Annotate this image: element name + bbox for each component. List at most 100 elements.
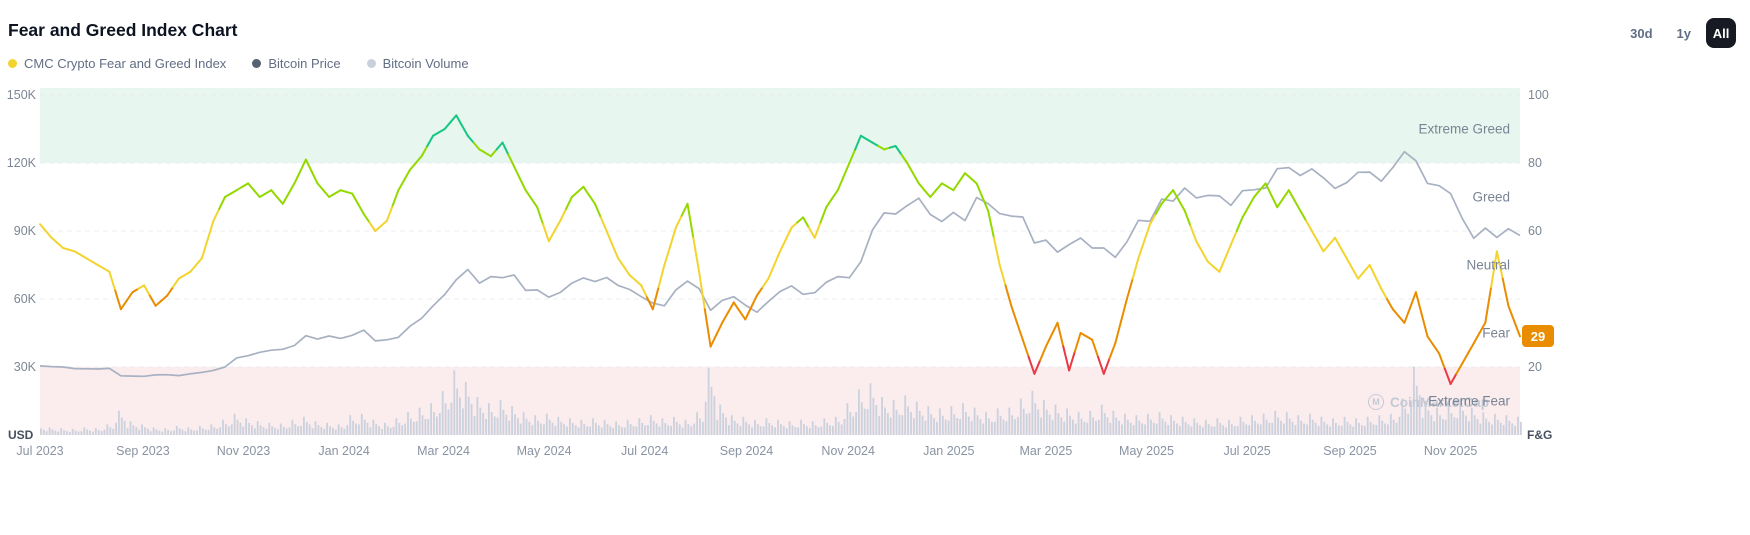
volume-bar — [719, 404, 722, 435]
volume-bar — [167, 430, 169, 435]
fear-greed-segment — [276, 196, 284, 205]
volume-bar — [1239, 416, 1242, 435]
bitcoin-volume-bars — [40, 366, 1522, 435]
volume-bar — [791, 425, 794, 435]
fear-greed-segment — [1345, 257, 1354, 270]
volume-bar — [83, 427, 86, 435]
volume-bar — [1288, 418, 1291, 435]
volume-bar — [554, 425, 557, 435]
fear-greed-segment — [1426, 335, 1435, 346]
volume-bar — [571, 423, 574, 435]
volume-bar — [820, 426, 823, 435]
fear-greed-segment — [1368, 264, 1377, 278]
fear-greed-segment — [403, 168, 411, 181]
volume-bar — [178, 428, 181, 435]
fear-greed-segment — [1397, 315, 1406, 324]
x-axis-tick-nov-2025: Nov 2025 — [1423, 444, 1478, 458]
volume-bar — [1069, 415, 1071, 435]
fear-greed-segment — [293, 170, 302, 185]
fear-greed-segment — [825, 197, 833, 209]
fear-greed-segment — [1050, 321, 1059, 336]
volume-bar — [655, 423, 658, 435]
legend-item-bitcoin-price[interactable]: Bitcoin Price — [252, 56, 341, 71]
fear-greed-segment — [1149, 213, 1157, 226]
volume-bar — [1164, 421, 1167, 435]
fear-greed-segment — [1305, 219, 1313, 232]
volume-bar — [375, 424, 378, 435]
right-axis-tick-20: 20 — [1528, 360, 1542, 374]
volume-bar — [702, 421, 704, 435]
fear-greed-segment — [1039, 345, 1047, 362]
volume-bar — [1086, 422, 1089, 435]
volume-bar — [577, 427, 580, 435]
volume-bar — [502, 409, 505, 435]
fear-greed-line — [39, 114, 1521, 385]
volume-bar — [661, 418, 664, 435]
volume-bar — [1358, 423, 1360, 435]
x-axis-tick-may-2025: May 2025 — [1119, 444, 1174, 458]
fear-greed-segment — [1316, 240, 1325, 253]
volume-bar — [1092, 417, 1094, 435]
volume-bar — [988, 418, 990, 435]
fear-greed-segment — [443, 121, 452, 130]
volume-bar — [534, 415, 537, 435]
volume-bar — [1014, 419, 1016, 435]
fear-greed-segment — [241, 182, 250, 188]
volume-bar — [109, 427, 112, 435]
range-button-1y[interactable]: 1y — [1668, 20, 1700, 47]
volume-bar — [1430, 415, 1433, 435]
volume-bar — [1034, 403, 1037, 435]
fear-greed-segment — [1120, 298, 1128, 323]
volume-bar — [1294, 425, 1297, 435]
fear-greed-segment — [114, 289, 122, 311]
volume-bar — [1040, 417, 1042, 435]
x-axis-tick-nov-2023: Nov 2023 — [216, 444, 271, 458]
volume-bar — [40, 428, 42, 435]
fear-greed-segment — [166, 286, 174, 297]
fear-greed-segment — [1172, 189, 1180, 202]
range-button-all[interactable]: All — [1706, 18, 1736, 48]
volume-bar — [629, 424, 632, 435]
volume-bar — [814, 425, 817, 435]
fear-greed-segment — [1484, 286, 1493, 324]
volume-bar — [1204, 419, 1207, 435]
legend-label: Bitcoin Volume — [382, 56, 469, 71]
volume-bar — [947, 420, 950, 435]
fear-greed-segment — [1125, 277, 1134, 300]
volume-bar — [1077, 412, 1080, 435]
x-axis-tick-jul-2024: Jul 2024 — [621, 444, 669, 458]
volume-bar — [846, 403, 849, 435]
fear-greed-segment — [333, 189, 342, 195]
volume-bar — [840, 424, 843, 435]
volume-bar — [681, 427, 684, 435]
right-axis-tick-100: 100 — [1528, 88, 1549, 102]
volume-bar — [635, 426, 638, 435]
volume-bar — [742, 416, 745, 435]
legend-item-cmc-crypto-fear-and-greed-index[interactable]: CMC Crypto Fear and Greed Index — [8, 56, 226, 71]
volume-bar — [317, 425, 320, 435]
volume-bar — [285, 428, 288, 435]
volume-bar — [583, 424, 586, 435]
volume-bar — [63, 430, 65, 435]
right-axis-unit: F&G — [1527, 428, 1553, 442]
fear-greed-segment — [143, 284, 151, 297]
volume-bar — [482, 413, 485, 435]
volume-bar — [320, 427, 323, 435]
legend-item-bitcoin-volume[interactable]: Bitcoin Volume — [366, 56, 469, 71]
range-button-30d[interactable]: 30d — [1621, 20, 1661, 47]
volume-bar — [303, 416, 305, 435]
fear-greed-segment — [1224, 243, 1232, 260]
fear-greed-segment — [1010, 304, 1018, 324]
volume-bar — [985, 412, 987, 435]
volume-bar — [115, 422, 117, 435]
volume-bar — [970, 421, 973, 435]
volume-bar — [736, 423, 739, 435]
fear-greed-segment — [1449, 372, 1458, 385]
volume-bar — [907, 406, 909, 435]
fear-greed-segment — [790, 221, 799, 229]
fear-greed-segment — [912, 172, 920, 185]
fear-greed-segment — [56, 241, 65, 249]
volume-bar — [68, 432, 71, 435]
volume-bar — [1178, 425, 1181, 435]
volume-bar — [991, 421, 993, 435]
